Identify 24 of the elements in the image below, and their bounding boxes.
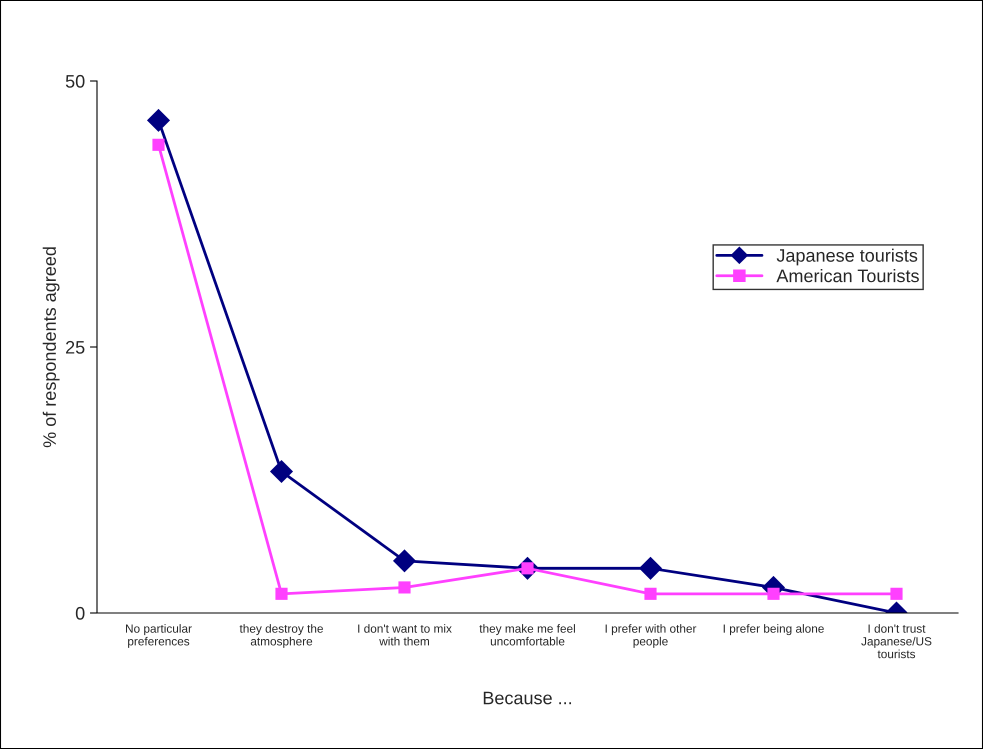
legend-label: American Tourists [776,269,919,282]
point [644,588,657,600]
legend-label: Japanese tourists [776,248,918,266]
x-tick-label: I don't trust Japanese/US tourists [861,624,932,658]
point [275,588,288,600]
x-tick-label: they make me feel uncomfortable [479,624,575,646]
point [767,588,780,600]
y-tick-label: 25 [66,340,84,354]
x-tick-label: I don't want to mix with them [358,624,452,646]
x-tick-label: No particular preferences [126,624,192,648]
point [270,460,293,483]
y-axis-title: % of respondents agreed [42,247,60,448]
y-tick-label: 50 [66,74,84,88]
point [152,138,165,151]
x-axis-title: Because ... [484,692,572,704]
point [398,581,411,594]
point [147,109,170,132]
y-tick-label: 0 [76,606,84,620]
point [639,556,662,580]
x-tick-label: I prefer being alone [724,624,824,636]
point [393,550,416,572]
point [890,588,903,600]
x-tick-label: they destroy the atmosphere [240,624,323,648]
x-tick-label: I prefer with other people [606,624,696,648]
